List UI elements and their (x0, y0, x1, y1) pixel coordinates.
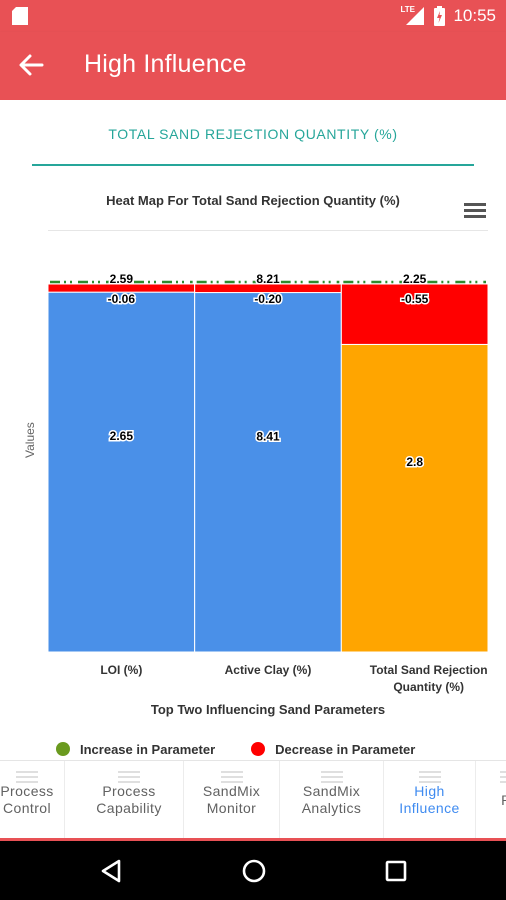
chart-menu-icon[interactable] (464, 201, 486, 219)
nav-item-faint-icon (499, 771, 506, 783)
nav-item-process-control[interactable]: Process Control (0, 761, 65, 839)
tab-indicator (32, 164, 474, 166)
tab-total-sand-rejection[interactable]: TOTAL SAND REJECTION QUANTITY (%) (108, 126, 398, 142)
data-label-positive: 8.41 (256, 429, 280, 443)
status-time: 10:55 (453, 6, 496, 25)
nav-item-label: Influence (399, 800, 460, 816)
data-label-negative: -0.20 (254, 292, 282, 306)
back-arrow-icon[interactable] (16, 50, 46, 80)
legend-item-decrease[interactable]: Decrease in Parameter (251, 742, 415, 757)
nav-item-faint-icon (118, 771, 140, 783)
heatmap-chart: 2.65 -0.06 2.59 LOI (%) 8.41 -0.20 8.21 Active … (47, 271, 489, 694)
chart-title-divider (48, 230, 488, 231)
tab-strip: TOTAL SAND REJECTION QUANTITY (%) (0, 100, 506, 170)
y-axis-label: Values (23, 422, 37, 458)
nav-item-label: Process (0, 783, 54, 799)
nav-item-faint-icon (16, 771, 38, 783)
system-navigation-bar (0, 841, 506, 900)
x-axis-title: Top Two Influencing Sand Parameters (150, 702, 386, 717)
nav-item-high-influence[interactable]: High Influence (384, 761, 476, 839)
x-tick-label: Total Sand Rejection (370, 663, 488, 677)
nav-item-label: Process (102, 783, 156, 799)
x-tick-label: Quantity (%) (393, 680, 464, 694)
data-label-total: 2.25 (403, 272, 427, 286)
data-label-positive: 2.65 (110, 429, 134, 443)
data-label-negative: -0.55 (401, 292, 429, 306)
nav-item-faint-icon (220, 771, 243, 783)
nav-item-label: High (414, 783, 445, 799)
legend-marker-increase (56, 742, 70, 756)
battery-icon (434, 6, 446, 26)
x-tick-label: LOI (%) (100, 663, 142, 677)
nav-item-sandmix-monitor[interactable]: SandMix Monitor (184, 761, 280, 839)
nav-item-process-capability[interactable]: Process Capability (75, 761, 184, 839)
home-circle-icon[interactable] (240, 857, 268, 885)
legend-label-decrease: Decrease in Parameter (275, 741, 416, 757)
signal-icon: LTE (400, 5, 426, 26)
nav-item-label: SandMix (202, 783, 261, 799)
nav-item-faint-icon (320, 771, 343, 783)
nav-item-sandmix-analytics[interactable]: SandMix Analytics (280, 761, 384, 839)
page-title: High Influence (84, 50, 247, 78)
nav-item-label: Control (3, 800, 51, 816)
data-label-total: 2.59 (110, 272, 134, 286)
nav-item-label: Analytics (301, 800, 362, 816)
status-bar: LTE 10:55 (0, 0, 506, 32)
nav-item-label: Ra (501, 792, 506, 809)
data-label-total: 8.21 (256, 272, 280, 286)
bottom-navigation: Process Control Process Capability SandMix Mo… (0, 760, 506, 841)
x-tick-label: Active Clay (%) (225, 663, 312, 677)
bottom-nav-underline (0, 838, 506, 841)
data-label-positive: 2.8 (406, 455, 423, 469)
nav-item-label: SandMix (302, 783, 361, 799)
back-triangle-icon[interactable] (97, 857, 125, 885)
nav-item-label: Capability (96, 800, 162, 816)
legend-label-increase: Increase in Parameter (80, 741, 216, 757)
nav-item-label: Monitor (206, 800, 257, 816)
heatmap-cell-negative (340, 283, 489, 345)
nav-item-faint-icon (418, 771, 441, 783)
heatmap-cell-positive (340, 343, 489, 653)
heatmap-cell-positive (194, 292, 342, 653)
legend-item-increase[interactable]: Increase in Parameter (56, 742, 215, 757)
chart-title: Heat Map For Total Sand Rejection Quanti… (106, 193, 400, 208)
data-label-negative: -0.06 (108, 292, 136, 306)
status-icons: LTE 10:55 (400, 0, 496, 32)
app-bar: High Influence (0, 32, 506, 100)
legend-marker-decrease (251, 742, 266, 756)
nav-item-ra[interactable]: Ra (476, 761, 506, 839)
chart-legend: Increase in Parameter Decrease in Parame… (56, 740, 451, 758)
sd-card-icon (12, 7, 28, 25)
recents-square-icon[interactable] (382, 857, 410, 885)
network-type: LTE (400, 5, 415, 14)
heatmap-cell-positive (47, 291, 196, 653)
